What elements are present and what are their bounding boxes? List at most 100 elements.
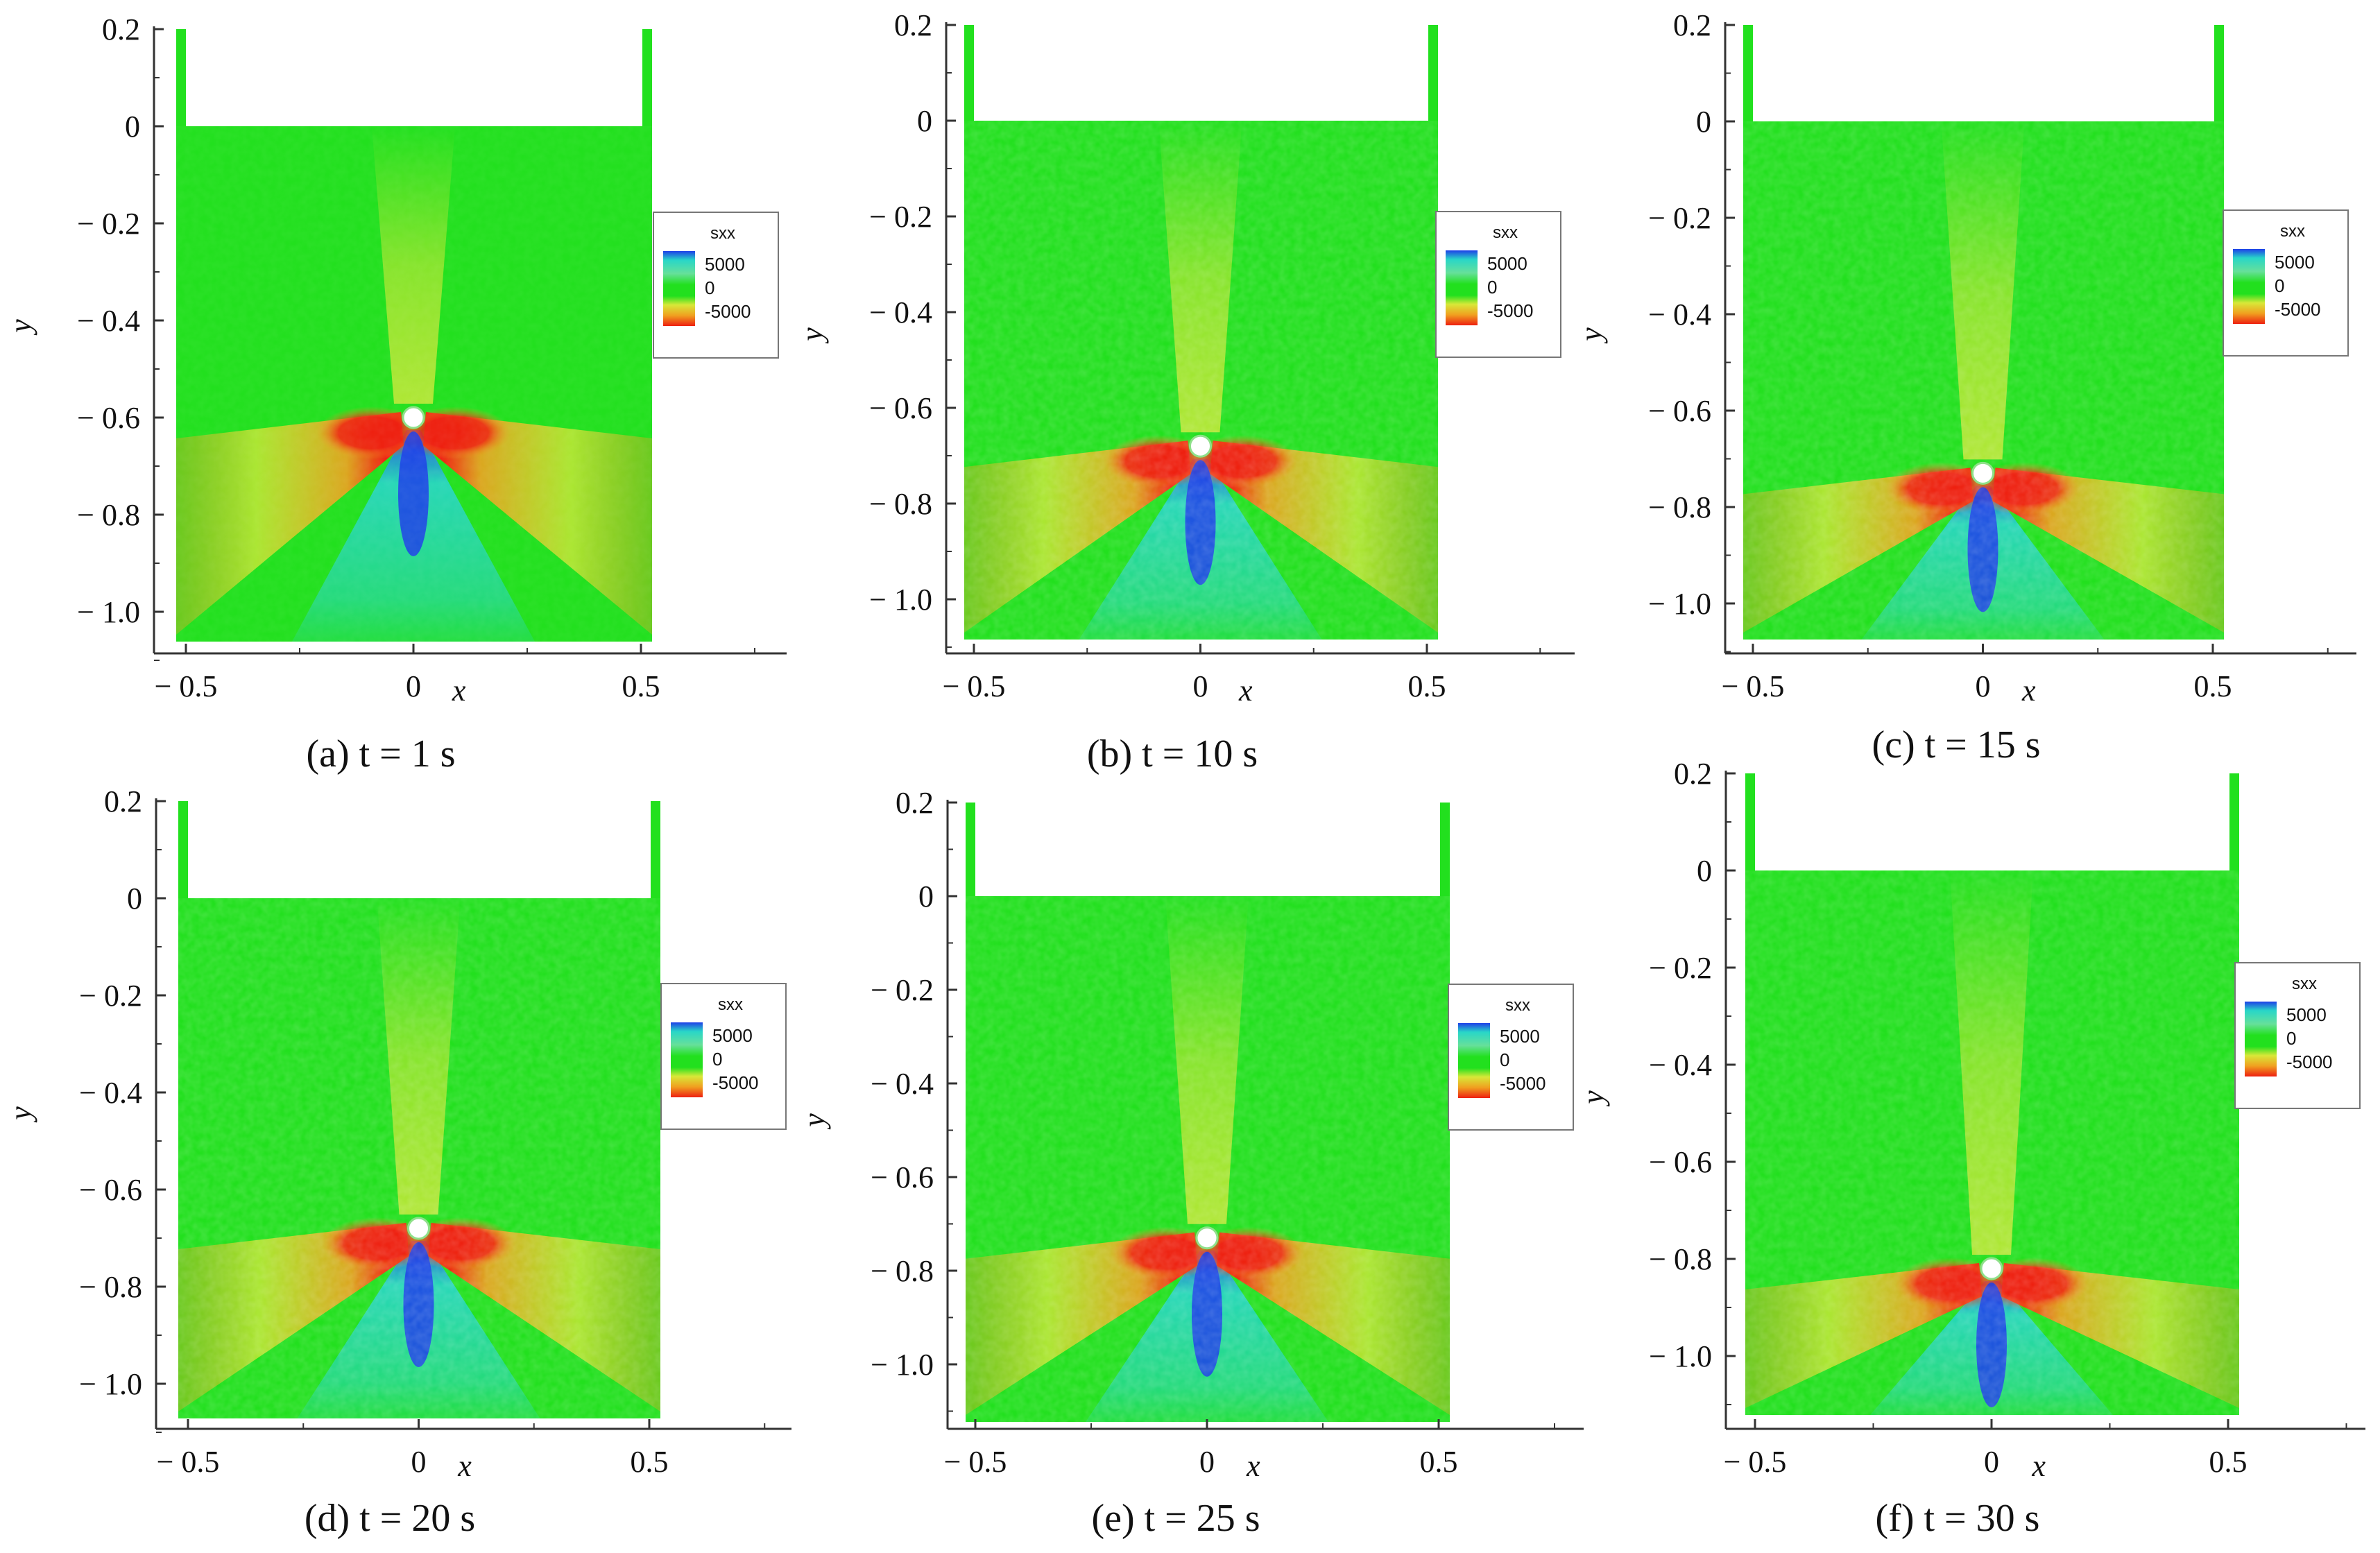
x-tick-label: − 0.5 <box>943 669 1006 703</box>
panel-f: 0.2 0 − 0.2 − 0.4 − 0.6 − 0.8 − 1.0 − 0.5 0 0.5 x y… <box>1576 757 2365 1540</box>
x-axis-label: x <box>2021 673 2036 707</box>
legend-label: 0 <box>2275 275 2284 296</box>
x-tick-label: 0.5 <box>2209 1445 2248 1479</box>
x-axis-label: x <box>2031 1449 2046 1483</box>
y-tick-label: − 0.2 <box>1649 951 1712 985</box>
y-tick-label: 0 <box>1697 854 1712 888</box>
y-axis-label: y <box>3 319 37 336</box>
legend-label: 0 <box>705 277 714 298</box>
pipe-hole <box>407 1217 430 1240</box>
x-axis-label: x <box>1246 1449 1260 1483</box>
x-axis-label: x <box>452 673 466 707</box>
x-tick-label: 0 <box>411 1445 427 1479</box>
y-tick-label: 0.2 <box>894 8 932 42</box>
y-tick-label: − 0.2 <box>77 207 140 241</box>
x-tick-label: 0.5 <box>2194 669 2232 703</box>
legend-label: 0 <box>1500 1049 1509 1070</box>
legend-title: sxx <box>2292 975 2317 993</box>
y-tick-label: − 0.6 <box>1649 1145 1712 1179</box>
x-tick-label: − 0.5 <box>944 1445 1007 1479</box>
y-tick-label: − 0.8 <box>871 1254 934 1288</box>
pipe-hole <box>1189 434 1212 458</box>
y-axis-label: y <box>1576 1090 1610 1107</box>
y-tick-label: − 0.8 <box>1648 490 1711 524</box>
x-tick-label: − 0.5 <box>1722 669 1785 703</box>
x-axis-label: x <box>457 1449 472 1483</box>
legend-colorbar <box>1458 1023 1490 1098</box>
y-tick-label: 0 <box>917 104 932 138</box>
panel-caption: (a) t = 1 s <box>306 732 455 775</box>
particle-texture <box>176 126 652 642</box>
particle-texture <box>966 896 1450 1422</box>
legend-label: 0 <box>2286 1028 2296 1049</box>
y-tick-label: 0.2 <box>102 12 140 46</box>
y-tick-label: − 0.2 <box>1648 201 1711 235</box>
legend-title: sxx <box>718 995 743 1014</box>
y-tick-label: − 0.8 <box>77 498 140 532</box>
y-tick-label: 0.2 <box>896 786 934 820</box>
legend-colorbar <box>2245 1002 2277 1076</box>
y-tick-label: − 0.4 <box>869 295 932 329</box>
y-tick-label: − 0.6 <box>871 1160 934 1194</box>
legend-label: 5000 <box>2275 252 2315 273</box>
y-tick-label: − 1.0 <box>1648 587 1711 621</box>
x-tick-label: 0.5 <box>622 669 660 703</box>
panel-caption: (b) t = 10 s <box>1087 732 1258 775</box>
panel-e: 0.2 0 − 0.2 − 0.4 − 0.6 − 0.8 − 1.0 − 0.5 0 0.5 x y… <box>797 786 1584 1540</box>
y-tick-label: − 0.2 <box>79 979 142 1013</box>
legend-label: 0 <box>1487 277 1497 298</box>
legend-label: -5000 <box>712 1072 759 1093</box>
y-axis-label: y <box>797 1113 831 1130</box>
y-tick-label: − 0.4 <box>1648 298 1711 332</box>
y-tick-label: − 0.6 <box>79 1173 142 1207</box>
y-tick-label: − 0.4 <box>1649 1048 1712 1082</box>
pipe-hole <box>1971 461 1994 485</box>
x-tick-label: 0 <box>1976 669 1991 703</box>
x-tick-label: − 0.5 <box>155 669 218 703</box>
x-tick-label: 0.5 <box>631 1445 669 1479</box>
y-tick-label: − 0.2 <box>869 200 932 234</box>
y-tick-label: − 1.0 <box>1649 1339 1712 1373</box>
stress-field <box>1743 121 2224 640</box>
particle-texture <box>178 898 660 1418</box>
y-tick-label: 0.2 <box>1673 8 1711 42</box>
y-tick-label: − 0.6 <box>77 401 140 435</box>
legend-title: sxx <box>710 224 735 243</box>
y-tick-label: − 0.4 <box>77 304 140 338</box>
y-tick-label: − 0.6 <box>1648 394 1711 428</box>
y-tick-label: 0 <box>1696 105 1711 139</box>
pipe-hole <box>1195 1226 1219 1250</box>
legend-colorbar <box>663 251 695 326</box>
panel-a: 0.2 0 − 0.2 − 0.4 − 0.6 − 0.8 − 1.0 − 0.5 0 0.5 x y… <box>3 12 787 775</box>
panel-caption: (d) t = 20 s <box>305 1497 475 1540</box>
x-tick-label: 0.5 <box>1420 1445 1458 1479</box>
x-tick-label: 0 <box>1193 669 1208 703</box>
legend-label: 5000 <box>2286 1004 2327 1025</box>
legend-label: -5000 <box>2275 299 2321 320</box>
y-tick-label: − 0.4 <box>79 1076 142 1110</box>
pipe-hole <box>1980 1257 2003 1280</box>
y-axis-label: y <box>795 327 829 344</box>
legend-title: sxx <box>1493 223 1518 242</box>
y-tick-label: − 1.0 <box>79 1367 142 1401</box>
legend-label: 5000 <box>1500 1026 1540 1047</box>
y-tick-label: − 0.4 <box>871 1067 934 1101</box>
y-tick-label: − 1.0 <box>869 583 932 617</box>
y-axis-label: y <box>1574 327 1608 344</box>
legend-title: sxx <box>2280 222 2305 241</box>
y-tick-label: 0.2 <box>104 784 142 818</box>
stress-field <box>966 896 1450 1422</box>
panel-caption: (f) t = 30 s <box>1876 1497 2040 1540</box>
stress-field <box>176 126 652 642</box>
y-tick-label: − 1.0 <box>871 1348 934 1382</box>
y-tick-label: 0 <box>127 882 142 916</box>
legend-colorbar <box>1446 250 1478 325</box>
x-tick-label: 0.5 <box>1408 669 1446 703</box>
legend-label: 5000 <box>712 1025 753 1046</box>
legend-label: 5000 <box>705 254 745 275</box>
